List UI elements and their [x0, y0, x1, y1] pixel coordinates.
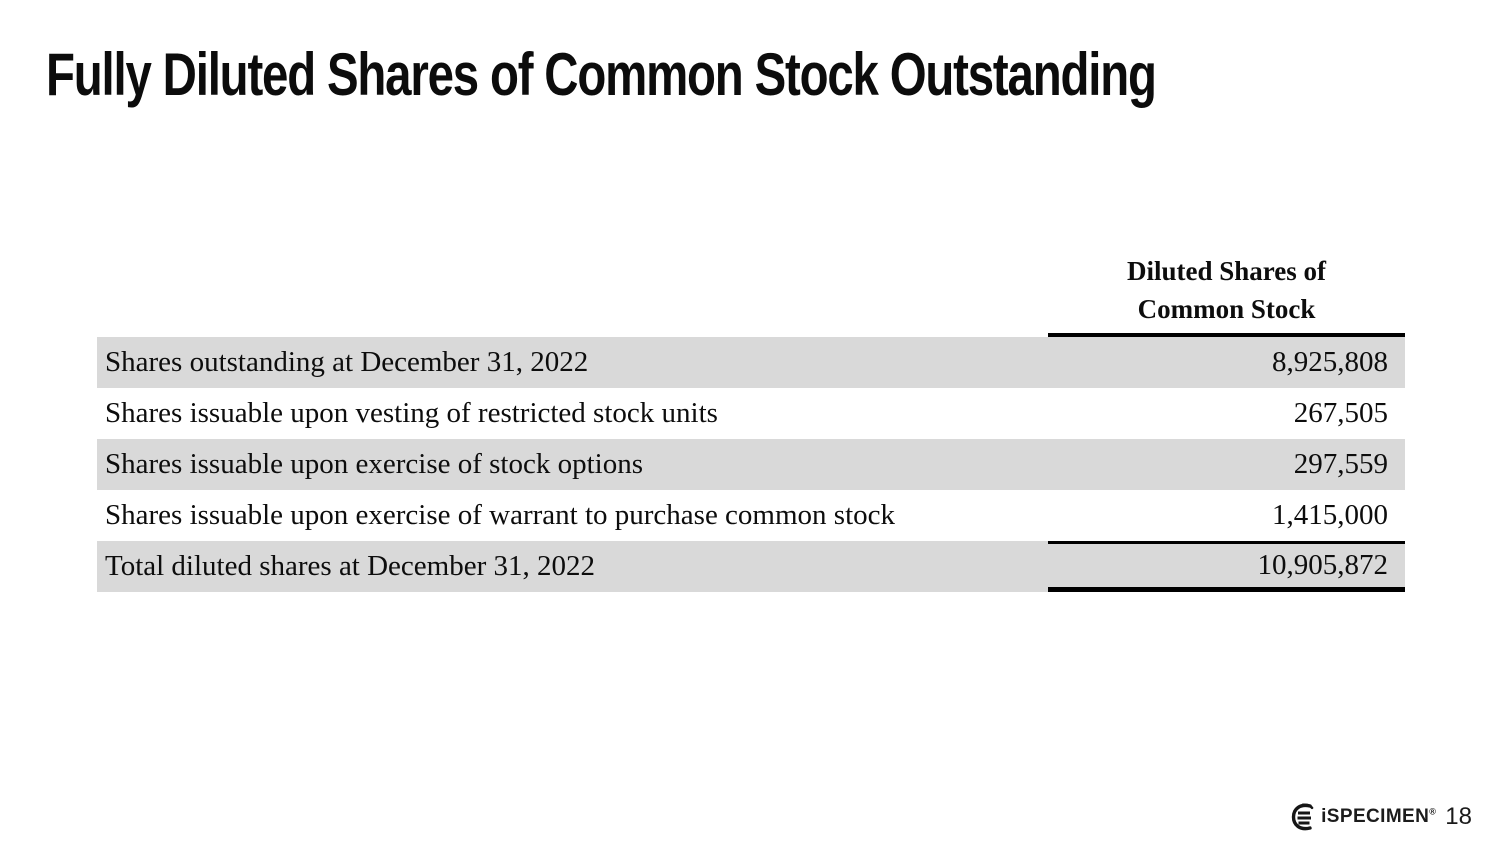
- logo-wordmark: iSPECIMEN®: [1321, 806, 1436, 828]
- row-label: Shares outstanding at December 31, 2022: [105, 346, 589, 378]
- row-label: Shares issuable upon vesting of restrict…: [105, 397, 718, 429]
- row-value: 8,925,808: [1272, 346, 1388, 378]
- column-header-line1: Diluted Shares of: [1126, 256, 1327, 286]
- logo-text: iSPECIMEN: [1321, 806, 1430, 827]
- table-column-header: Diluted Shares of Common Stock: [1048, 250, 1405, 337]
- row-label: Shares issuable upon exercise of stock o…: [105, 448, 644, 480]
- footer-brand: iSPECIMEN® 18: [1290, 802, 1472, 832]
- row-value: 297,559: [1293, 448, 1388, 480]
- table-row: Shares outstanding at December 31, 2022 …: [97, 337, 1405, 388]
- registered-trademark-symbol: ®: [1429, 806, 1437, 817]
- row-label: Total diluted shares at December 31, 202…: [105, 550, 596, 582]
- row-value: 1,415,000: [1272, 499, 1388, 531]
- row-label: Shares issuable upon exercise of warrant…: [105, 499, 896, 531]
- diluted-shares-table: Diluted Shares of Common Stock Shares ou…: [97, 250, 1405, 592]
- table-row-total: Total diluted shares at December 31, 202…: [97, 541, 1405, 592]
- row-value: 267,505: [1293, 397, 1388, 429]
- dna-helix-icon: [1291, 803, 1314, 831]
- page-number: 18: [1445, 803, 1472, 830]
- table-row: Shares issuable upon exercise of stock o…: [97, 439, 1405, 490]
- table-row: Shares issuable upon exercise of warrant…: [97, 490, 1405, 541]
- column-header-line2: Common Stock: [1137, 294, 1316, 324]
- table-row: Shares issuable upon vesting of restrict…: [97, 388, 1405, 439]
- row-value: 10,905,872: [1048, 541, 1405, 592]
- page-title: Fully Diluted Shares of Common Stock Out…: [46, 41, 1157, 108]
